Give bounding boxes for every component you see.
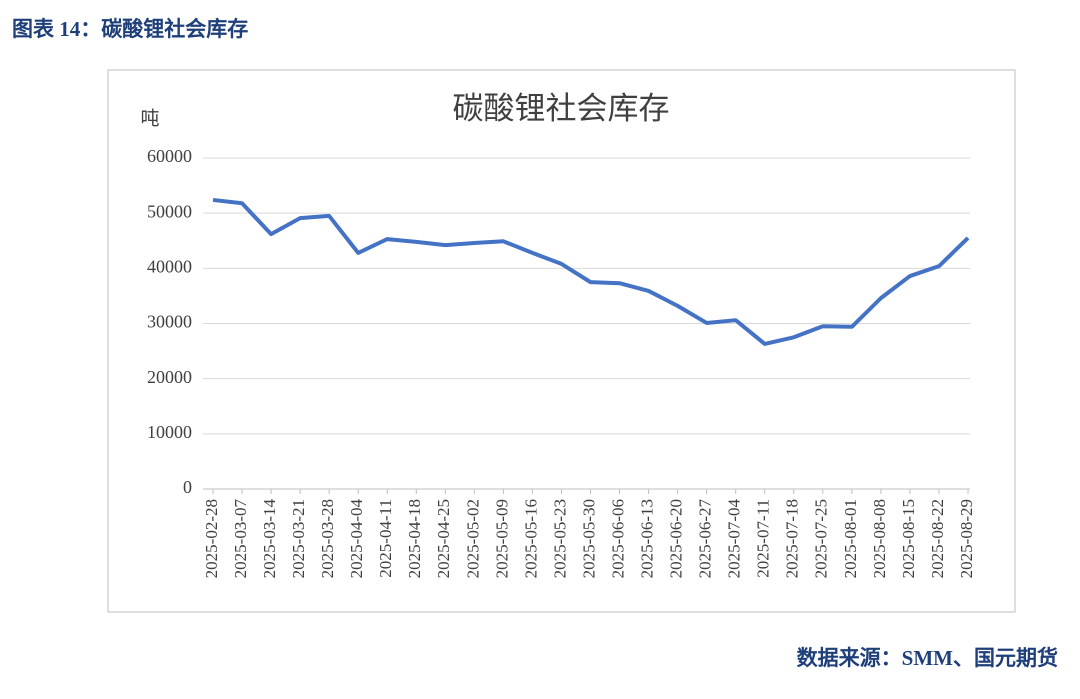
x-tick-label: 2025-07-04	[725, 499, 744, 579]
y-tick-label: 40000	[147, 256, 192, 276]
y-tick-label: 0	[183, 477, 192, 497]
y-tick-label: 60000	[147, 146, 192, 166]
x-tick-label: 2025-05-30	[579, 499, 598, 578]
x-tick-label: 2025-06-20	[667, 499, 686, 578]
x-tick-label: 2025-03-14	[260, 499, 279, 579]
x-tick-label: 2025-08-22	[928, 499, 947, 578]
x-tick-label: 2025-05-23	[550, 499, 569, 578]
x-tick-label: 2025-05-09	[492, 499, 511, 578]
line	[212, 197, 970, 346]
x-tick-label: 2025-07-25	[812, 499, 831, 578]
chart-frame	[107, 69, 1016, 613]
y-tick-label: 30000	[147, 312, 192, 332]
x-tick-label: 2025-04-04	[347, 499, 366, 579]
chart-title: 碳酸锂社会库存	[453, 91, 670, 126]
x-tick-label: 2025-07-11	[754, 499, 773, 578]
x-tick-label: 2025-02-28	[202, 499, 221, 578]
x-tick-label: 2025-05-16	[521, 499, 540, 578]
y-tick-label: 20000	[147, 367, 192, 387]
x-tick-label: 2025-07-18	[783, 499, 802, 578]
caption: 图表 14：碳酸锂社会库存	[12, 17, 248, 41]
x-tick-label: 2025-03-28	[318, 499, 337, 578]
x-tick-label: 2025-06-06	[608, 499, 627, 578]
x-tick-label: 2025-08-29	[957, 499, 976, 578]
x-tick-label: 2025-03-07	[231, 499, 250, 579]
y-axis-label: 吨	[140, 107, 159, 129]
x-tick-label: 2025-06-13	[637, 499, 656, 578]
x-tick-label: 2025-04-18	[405, 499, 424, 578]
x-tick-label: 2025-08-08	[870, 499, 889, 578]
x-tick-label: 2025-08-15	[899, 499, 918, 578]
x-tick-label: 2025-04-25	[434, 499, 453, 578]
x-tick-label: 2025-05-02	[463, 499, 482, 578]
source: 数据来源：SMM、国元期货	[797, 646, 1058, 670]
x-tick-label: 2025-03-21	[289, 499, 308, 578]
x-tick-label: 2025-06-27	[696, 499, 715, 579]
x-tick-label: 2025-08-01	[841, 499, 860, 578]
x-tick-label: 2025-04-11	[376, 499, 395, 578]
y-tick-label: 10000	[147, 422, 192, 442]
y-tick-label: 50000	[147, 201, 192, 221]
